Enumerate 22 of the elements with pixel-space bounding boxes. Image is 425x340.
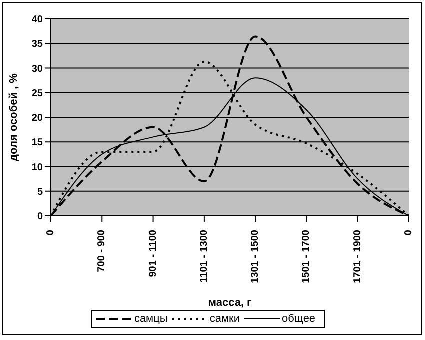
y-tick-label: 20 <box>32 113 44 124</box>
x-tick-label: 0 <box>404 230 414 236</box>
x-axis-title: масса, г <box>208 297 252 309</box>
y-tick-label: 25 <box>32 88 44 100</box>
y-axis-title: доля особей , % <box>8 73 20 162</box>
y-tick-label: 0 <box>37 212 44 223</box>
x-tick-label: 700 - 900 <box>96 230 108 272</box>
x-tick-label: 1701 - 1900 <box>352 230 364 284</box>
legend-label: самки <box>210 312 240 326</box>
y-tick-label: 35 <box>32 39 44 50</box>
y-tick-label: 40 <box>32 14 44 26</box>
legend-label: общее <box>282 312 316 326</box>
legend-label: самцы <box>134 312 168 326</box>
x-tick-label: 901 - 1100 <box>148 230 159 278</box>
y-tick-label: 10 <box>32 162 44 174</box>
x-tick-label: 1501 - 1700 <box>301 230 312 284</box>
x-tick-label: 1301 - 1500 <box>250 230 262 284</box>
x-tick-label: 0 <box>46 230 56 236</box>
x-tick-label: 1101 - 1300 <box>198 230 210 283</box>
y-tick-label: 30 <box>32 64 44 75</box>
y-tick-label: 15 <box>32 138 44 149</box>
y-tick-label: 5 <box>37 186 44 198</box>
